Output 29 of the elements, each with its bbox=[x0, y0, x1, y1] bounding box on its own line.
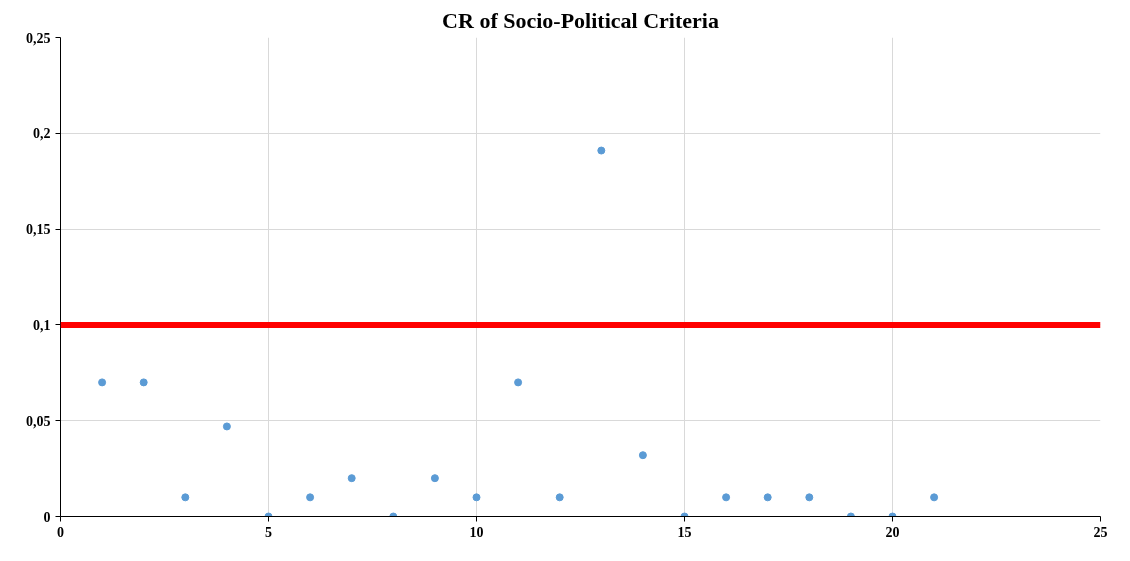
x-tick-label: 20 bbox=[885, 524, 900, 540]
point bbox=[514, 378, 523, 387]
point bbox=[722, 493, 731, 502]
x-tick-label: 10 bbox=[469, 524, 484, 540]
point bbox=[181, 493, 190, 502]
point bbox=[430, 474, 439, 483]
point bbox=[555, 493, 564, 502]
point bbox=[597, 146, 606, 155]
point bbox=[98, 378, 107, 387]
point bbox=[805, 493, 814, 502]
y-tick-label: 0,1 bbox=[33, 317, 51, 333]
chart-title: CR of Socio-Political Criteria bbox=[442, 7, 719, 33]
point bbox=[930, 493, 939, 502]
y-tick-label: 0,05 bbox=[26, 413, 51, 429]
x-tick-label: 15 bbox=[677, 524, 692, 540]
point bbox=[222, 422, 231, 431]
point bbox=[347, 474, 356, 483]
x-tick-label: 0 bbox=[57, 524, 64, 540]
point bbox=[306, 493, 315, 502]
y-tick-label: 0,2 bbox=[33, 126, 51, 142]
x-tick-label: 5 bbox=[265, 524, 272, 540]
point bbox=[763, 493, 772, 502]
x-tick-label: 25 bbox=[1093, 524, 1108, 540]
y-tick-label: 0,15 bbox=[26, 222, 51, 238]
point bbox=[472, 493, 481, 502]
y-tick-label: 0,25 bbox=[26, 30, 51, 46]
y-tick-label: 0 bbox=[43, 509, 51, 525]
point bbox=[139, 378, 148, 387]
point bbox=[638, 451, 647, 460]
